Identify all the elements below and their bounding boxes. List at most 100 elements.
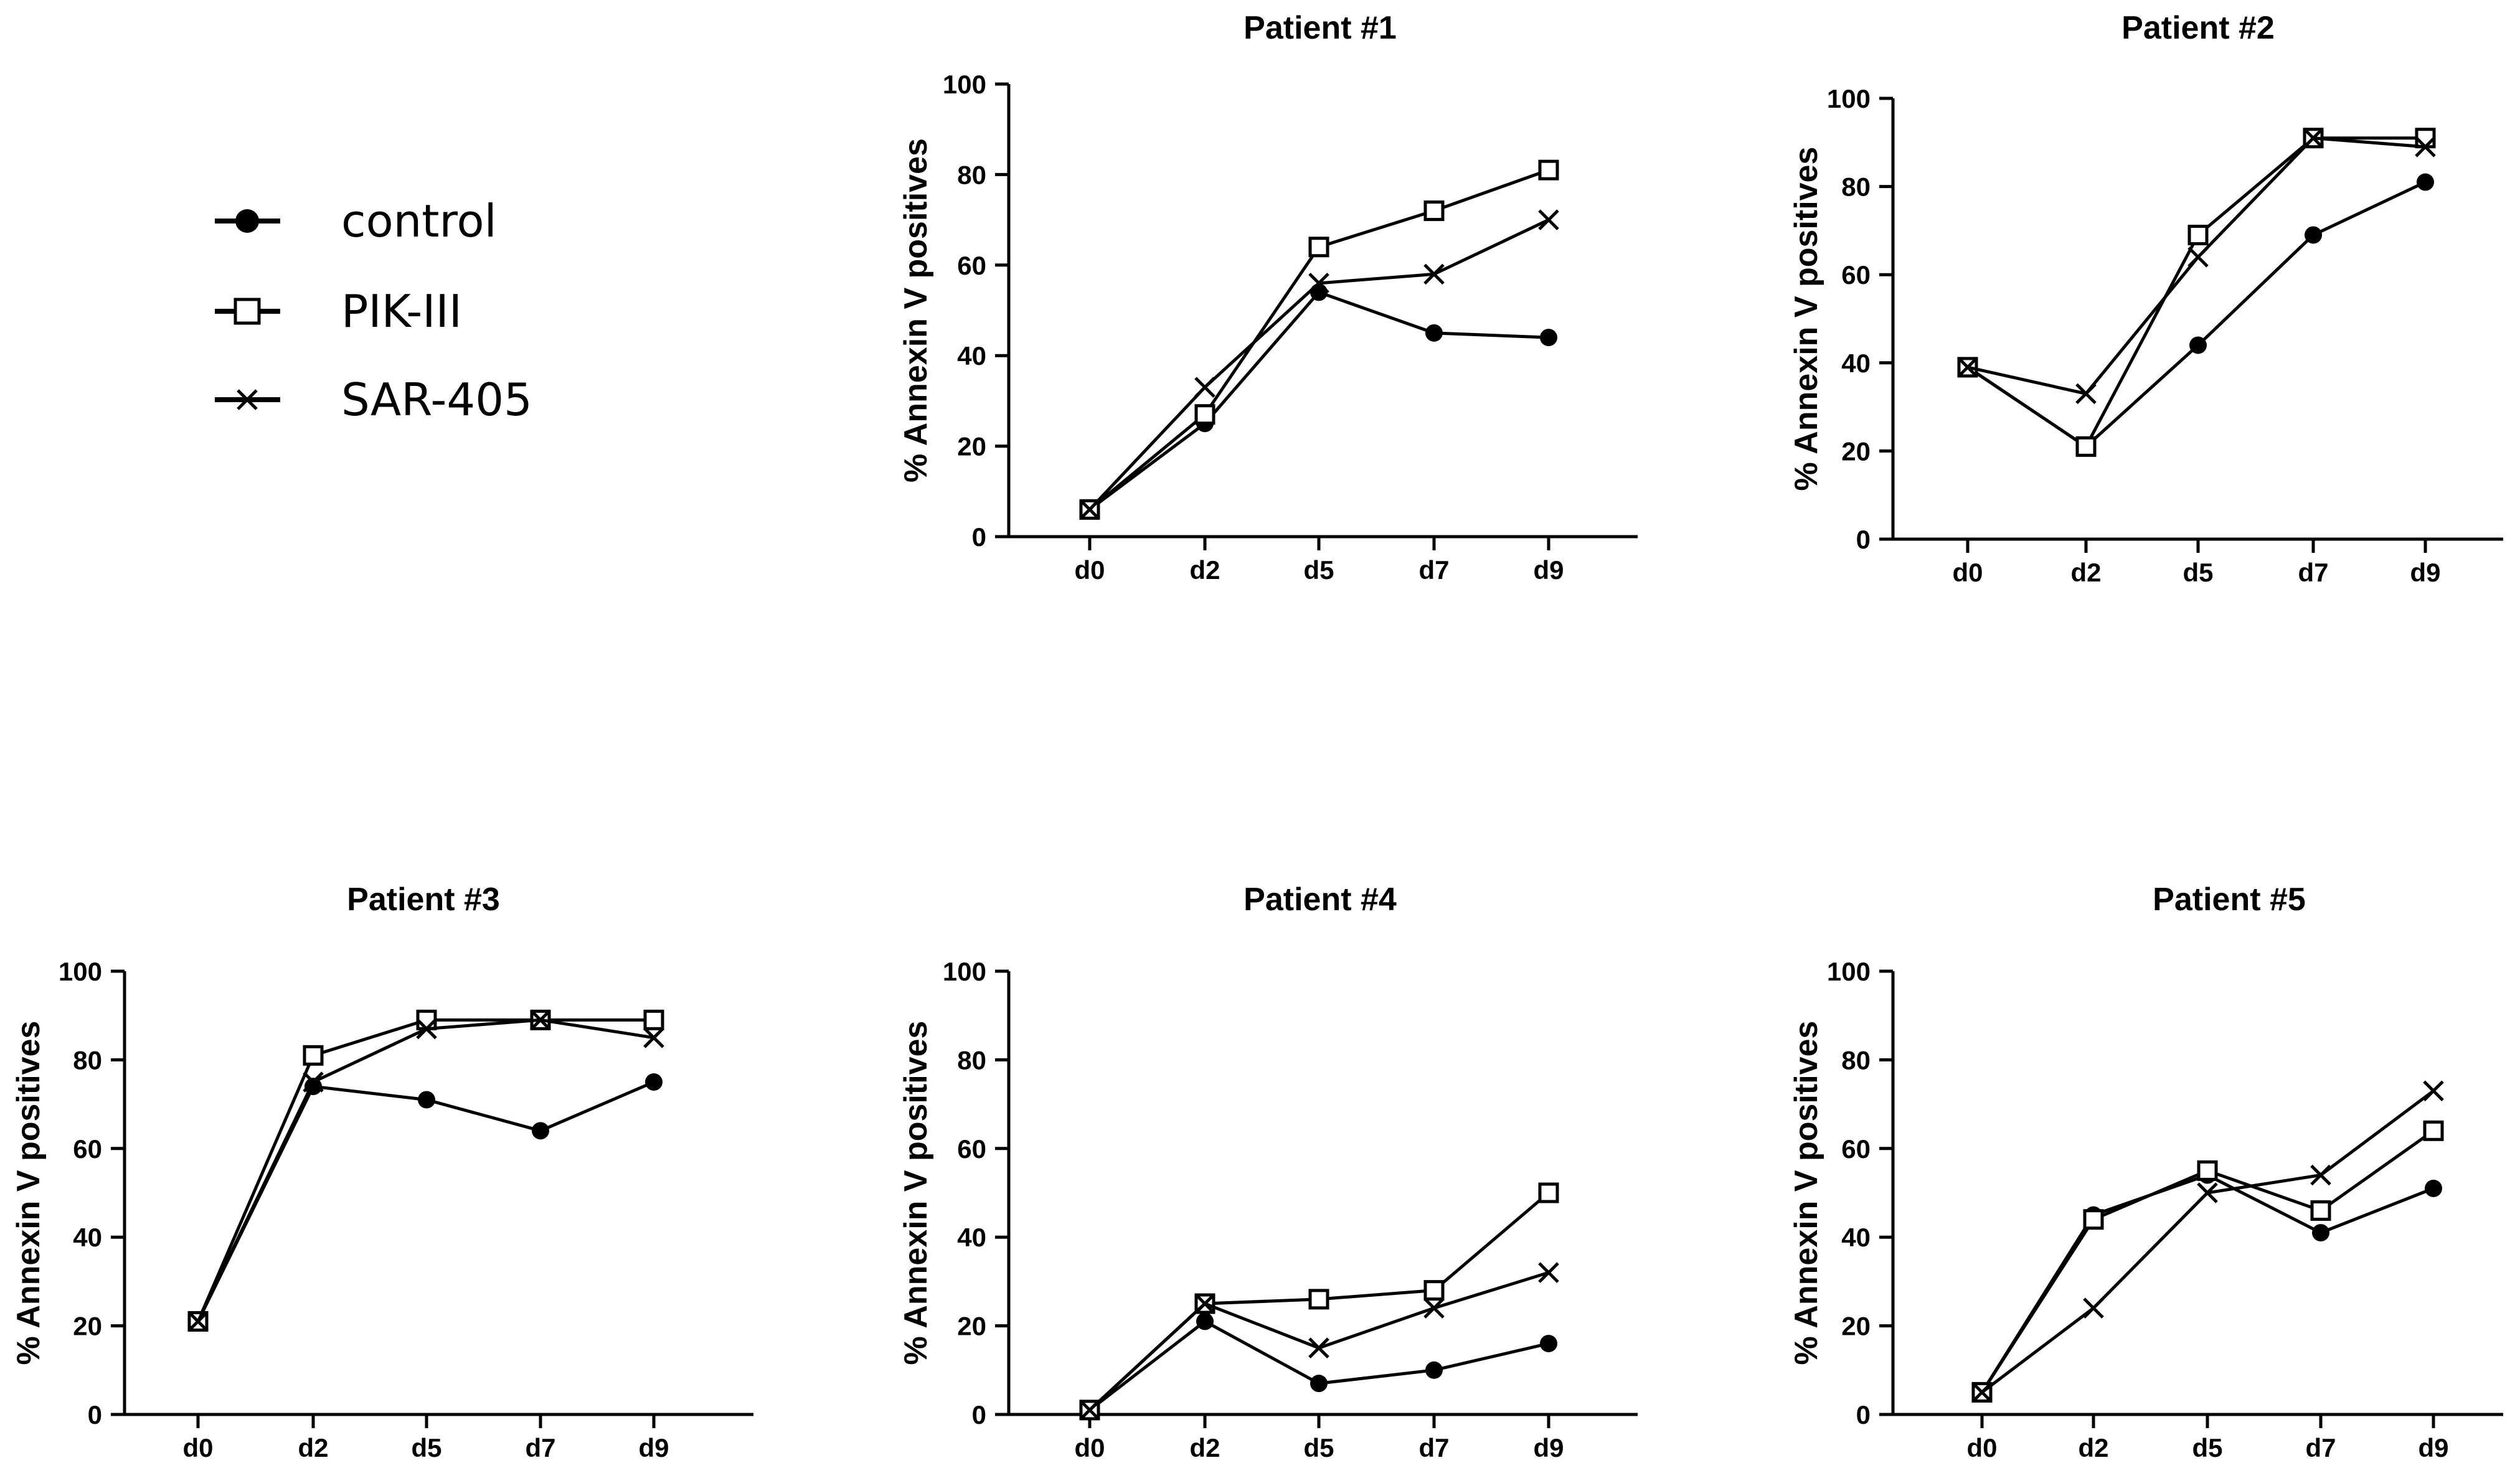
series-sar-405: [1079, 209, 1559, 520]
y-tick-label: 40: [957, 341, 986, 370]
data-point-sar-405-d7: [1423, 1297, 1445, 1319]
chart-panel-3: Patient #3 0 20 40 60 80 100 d0 d2 d5 d7 d9 % Annexi…: [11, 882, 753, 1462]
data-point-control-d2: [1196, 1312, 1214, 1330]
chart-panel-4: Patient #4 0 20 40 60 80 100 d0 d2 d5 d7 d9 % Annexi…: [898, 882, 1638, 1462]
data-point-pik-iii-d5: [416, 1009, 437, 1030]
data-point-pik-iii-d2: [303, 1045, 324, 1066]
x-tick-label: d9: [1533, 1433, 1564, 1462]
data-point-pik-iii-d7: [1423, 1280, 1445, 1301]
y-tick-label: 0: [1856, 525, 1871, 554]
data-point-sar-405-d7: [1423, 263, 1445, 285]
series-sar-405: [1079, 1262, 1559, 1421]
data-point-sar-405-d9: [1538, 1262, 1559, 1283]
data-point-pik-iii-d5: [1308, 1289, 1329, 1310]
series-pik-iii: [1957, 128, 2436, 457]
data-point-control-d5: [418, 1091, 435, 1109]
y-tick-label: 80: [957, 160, 986, 189]
series-pik-iii: [187, 1009, 664, 1332]
data-point-sar-405-d9: [2415, 136, 2436, 158]
x-tick-label: d7: [1418, 1433, 1449, 1462]
legend-label: SAR-405: [341, 374, 532, 426]
y-tick-label: 40: [73, 1223, 102, 1252]
series-line: [196, 1018, 654, 1322]
data-point-pik-iii-d9: [1538, 159, 1559, 181]
data-point-sar-405-d9: [2423, 1080, 2444, 1102]
data-point-control-d5: [1310, 283, 1328, 301]
data-point-pik-iii-d2: [1194, 404, 1215, 425]
data-point-pik-iii-d2: [2083, 1209, 2104, 1230]
series-line: [1088, 218, 1550, 511]
series-control: [189, 1073, 663, 1330]
data-point-sar-405-d2: [1194, 377, 1215, 398]
chart-title: Patient #2: [2121, 10, 2275, 46]
y-tick-label: 40: [1841, 349, 1871, 378]
series-control: [1959, 173, 2434, 456]
y-tick-label: 80: [957, 1045, 986, 1075]
y-tick-label: 80: [73, 1045, 102, 1075]
x-tick-label: d7: [2298, 558, 2328, 587]
data-point-sar-405-d5: [2197, 1182, 2218, 1203]
data-point-control-d9: [2425, 1179, 2442, 1197]
data-point-sar-405-d9: [643, 1027, 664, 1048]
data-point-sar-405-d7: [530, 1009, 551, 1031]
y-tick-label: 100: [943, 70, 986, 99]
y-tick-label: 0: [1856, 1400, 1871, 1429]
data-point-control-d9: [1540, 1335, 1557, 1353]
data-point-control-d7: [2312, 1224, 2329, 1242]
data-point-control-d9: [1540, 329, 1557, 347]
data-point-sar-405-d0: [187, 1310, 209, 1332]
series-line: [1981, 1089, 2435, 1394]
data-point-sar-405-d5: [2187, 247, 2209, 268]
chart-title: Patient #4: [1243, 882, 1397, 918]
x-tick-label: d0: [182, 1433, 213, 1462]
y-tick-label: 60: [957, 1134, 986, 1164]
data-point-pik-iii-d9: [2415, 128, 2436, 149]
series-line: [196, 1018, 654, 1322]
series-line: [196, 1080, 654, 1322]
data-point-sar-405-d5: [1308, 1337, 1329, 1358]
legend-marker-pik-iii: [234, 298, 261, 325]
data-point-control-d7: [1425, 1361, 1443, 1379]
chart-panel-1: Patient #1 0 20 40 60 80 100 d0 d2 d5 d7 d9 % Annexi…: [898, 10, 1638, 585]
y-tick-label: 20: [1841, 1312, 1871, 1341]
legend-marker-control: [235, 209, 259, 233]
x-tick-label: d7: [1418, 555, 1449, 585]
legend-marker-sar-405: [237, 389, 258, 410]
y-tick-label: 100: [59, 957, 102, 986]
y-tick-label: 0: [972, 1400, 986, 1429]
chart-panel-5: Patient #5 0 20 40 60 80 100 d0 d2 d5 d7 d9 % Annexi…: [1788, 882, 2503, 1462]
data-point-control-d9: [2417, 173, 2434, 191]
series-line: [1088, 290, 1549, 511]
data-point-pik-iii-d2: [2075, 436, 2097, 457]
chart-panels: Patient #1 0 20 40 60 80 100 d0 d2 d5 d7 d9 % Annexi…: [11, 10, 2503, 1462]
y-tick-label: 20: [73, 1312, 102, 1341]
legend-label: PIK-III: [341, 285, 462, 337]
y-tick-label: 60: [957, 251, 986, 280]
y-tick-label: 60: [1841, 260, 1871, 289]
data-point-pik-iii-d5: [1308, 237, 1329, 258]
series-sar-405: [1957, 127, 2436, 405]
y-tick-label: 20: [957, 1312, 986, 1341]
chart-title: Patient #5: [2153, 882, 2306, 918]
x-tick-label: d2: [1189, 555, 1220, 585]
data-point-sar-405-d0: [1079, 1400, 1100, 1421]
data-point-sar-405-d7: [2310, 1164, 2331, 1186]
x-tick-label: d5: [2192, 1433, 2222, 1462]
data-point-sar-405-d9: [1538, 209, 1559, 230]
y-tick-label: 20: [1841, 436, 1871, 466]
x-tick-label: d2: [298, 1433, 328, 1462]
x-tick-label: d2: [1189, 1433, 1220, 1462]
data-point-control-d7: [2305, 226, 2322, 244]
legend-label: control: [341, 195, 497, 247]
series-pik-iii: [1079, 159, 1559, 520]
x-tick-label: d9: [2410, 558, 2440, 587]
x-tick-label: d5: [1303, 1433, 1334, 1462]
y-tick-label: 0: [88, 1400, 102, 1429]
x-tick-label: d5: [411, 1433, 441, 1462]
data-point-sar-405-d0: [1957, 357, 1978, 378]
y-tick-label: 100: [1827, 84, 1871, 113]
data-point-sar-405-d2: [1194, 1293, 1215, 1314]
y-axis-label: % Annexin V positives: [898, 138, 934, 482]
data-point-pik-iii-d7: [1423, 200, 1445, 222]
